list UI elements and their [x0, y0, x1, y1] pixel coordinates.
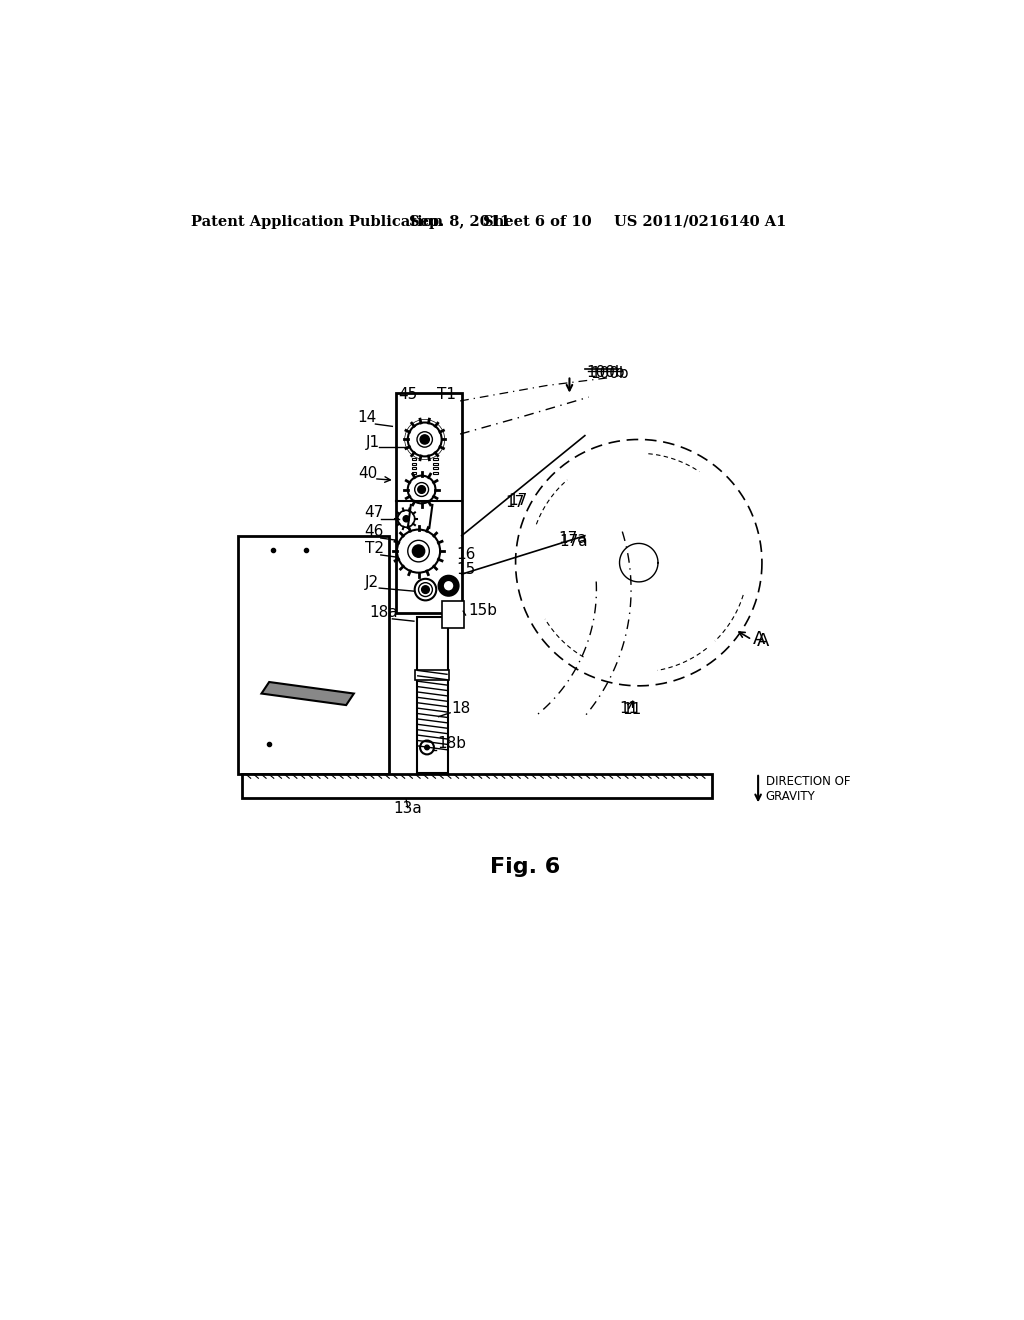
- Text: A: A: [753, 630, 765, 648]
- Text: T1: T1: [437, 387, 456, 403]
- Bar: [416, 671, 450, 680]
- Bar: [433, 462, 438, 465]
- Text: 15b: 15b: [468, 603, 497, 618]
- Polygon shape: [239, 536, 388, 775]
- Bar: [433, 458, 438, 461]
- Bar: [433, 467, 438, 470]
- Bar: [412, 458, 416, 461]
- Bar: [412, 462, 416, 465]
- Text: 46: 46: [365, 524, 384, 539]
- Circle shape: [397, 529, 440, 573]
- Circle shape: [418, 486, 425, 494]
- Polygon shape: [243, 775, 712, 797]
- Text: 15: 15: [457, 562, 475, 577]
- Text: Sheet 6 of 10: Sheet 6 of 10: [483, 215, 592, 228]
- Circle shape: [408, 475, 435, 503]
- Text: DIRECTION OF
GRAVITY: DIRECTION OF GRAVITY: [766, 775, 850, 803]
- Circle shape: [425, 744, 429, 750]
- Text: 100b: 100b: [587, 364, 625, 380]
- Text: T2: T2: [365, 541, 384, 556]
- Text: J2: J2: [365, 574, 379, 590]
- Polygon shape: [396, 393, 462, 612]
- Circle shape: [438, 576, 459, 595]
- Polygon shape: [261, 682, 354, 705]
- Circle shape: [397, 511, 415, 527]
- Circle shape: [403, 516, 410, 521]
- Text: US 2011/0216140 A1: US 2011/0216140 A1: [614, 215, 786, 228]
- Circle shape: [420, 434, 429, 444]
- Circle shape: [422, 586, 429, 594]
- Text: 47: 47: [365, 506, 384, 520]
- Bar: [442, 601, 464, 628]
- Text: 18a: 18a: [370, 606, 398, 620]
- Bar: [412, 471, 416, 474]
- Text: Sep. 8, 2011: Sep. 8, 2011: [410, 215, 511, 228]
- Text: 45: 45: [398, 387, 418, 403]
- Text: 17: 17: [506, 495, 524, 511]
- Circle shape: [415, 579, 436, 601]
- Text: 14: 14: [357, 409, 377, 425]
- Bar: [433, 471, 438, 474]
- Bar: [412, 467, 416, 470]
- Circle shape: [413, 545, 425, 557]
- Text: 11: 11: [622, 702, 641, 717]
- Circle shape: [408, 422, 441, 457]
- Text: Patent Application Publication: Patent Application Publication: [190, 215, 442, 228]
- Text: 17: 17: [508, 492, 527, 508]
- Text: 18: 18: [452, 701, 471, 715]
- Circle shape: [404, 420, 444, 459]
- Text: 18b: 18b: [437, 737, 466, 751]
- Circle shape: [420, 741, 434, 755]
- Text: J1: J1: [367, 436, 380, 450]
- Text: 40: 40: [358, 466, 378, 480]
- Circle shape: [443, 581, 454, 591]
- Bar: [417, 616, 447, 774]
- Text: 100b: 100b: [590, 367, 629, 381]
- Text: 17a: 17a: [559, 532, 588, 546]
- Text: 11: 11: [620, 701, 639, 715]
- Text: 17a: 17a: [559, 533, 588, 549]
- Text: Fig. 6: Fig. 6: [489, 857, 560, 876]
- Text: A: A: [757, 632, 769, 649]
- Text: 13a: 13a: [393, 801, 422, 816]
- Text: 16: 16: [457, 546, 475, 562]
